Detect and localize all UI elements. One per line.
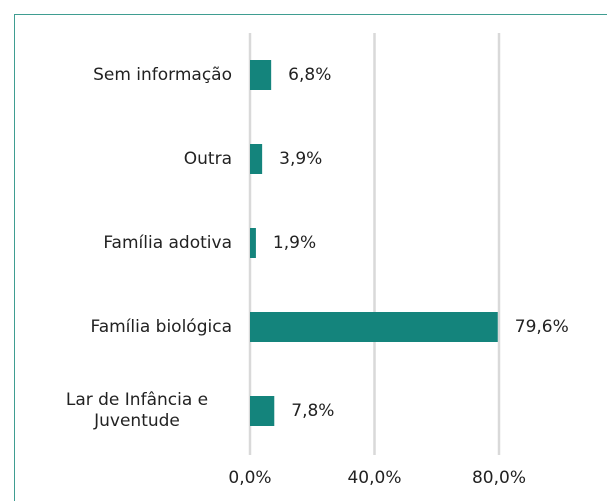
value-label: 7,8% [291,401,334,421]
value-label: 6,8% [288,65,331,85]
y-tick-label: Família adotiva [103,232,232,253]
y-tick-label: Sem informação [93,64,232,85]
y-tick-label: Lar de Infância e Juventude [65,390,209,431]
value-label: 79,6% [515,317,569,337]
category-label-box: Família biológica [30,297,232,357]
y-tick-label: Outra [183,148,232,169]
bar [250,396,275,426]
bar [250,228,256,258]
x-tick-label: 80,0% [472,468,526,488]
x-tick-label: 0,0% [228,468,271,488]
bar [250,60,272,90]
x-tick-label: 40,0% [347,468,401,488]
bar [250,144,263,174]
value-label: 3,9% [279,149,322,169]
value-label: 1,9% [273,233,316,253]
category-label-box: Lar de Infância e Juventude [30,381,232,441]
category-label-box: Outra [30,129,232,189]
frame [14,14,607,501]
category-label-box: Sem informação [30,45,232,105]
bar [250,312,498,342]
y-tick-label: Família biológica [90,316,232,337]
category-label-box: Família adotiva [30,213,232,273]
